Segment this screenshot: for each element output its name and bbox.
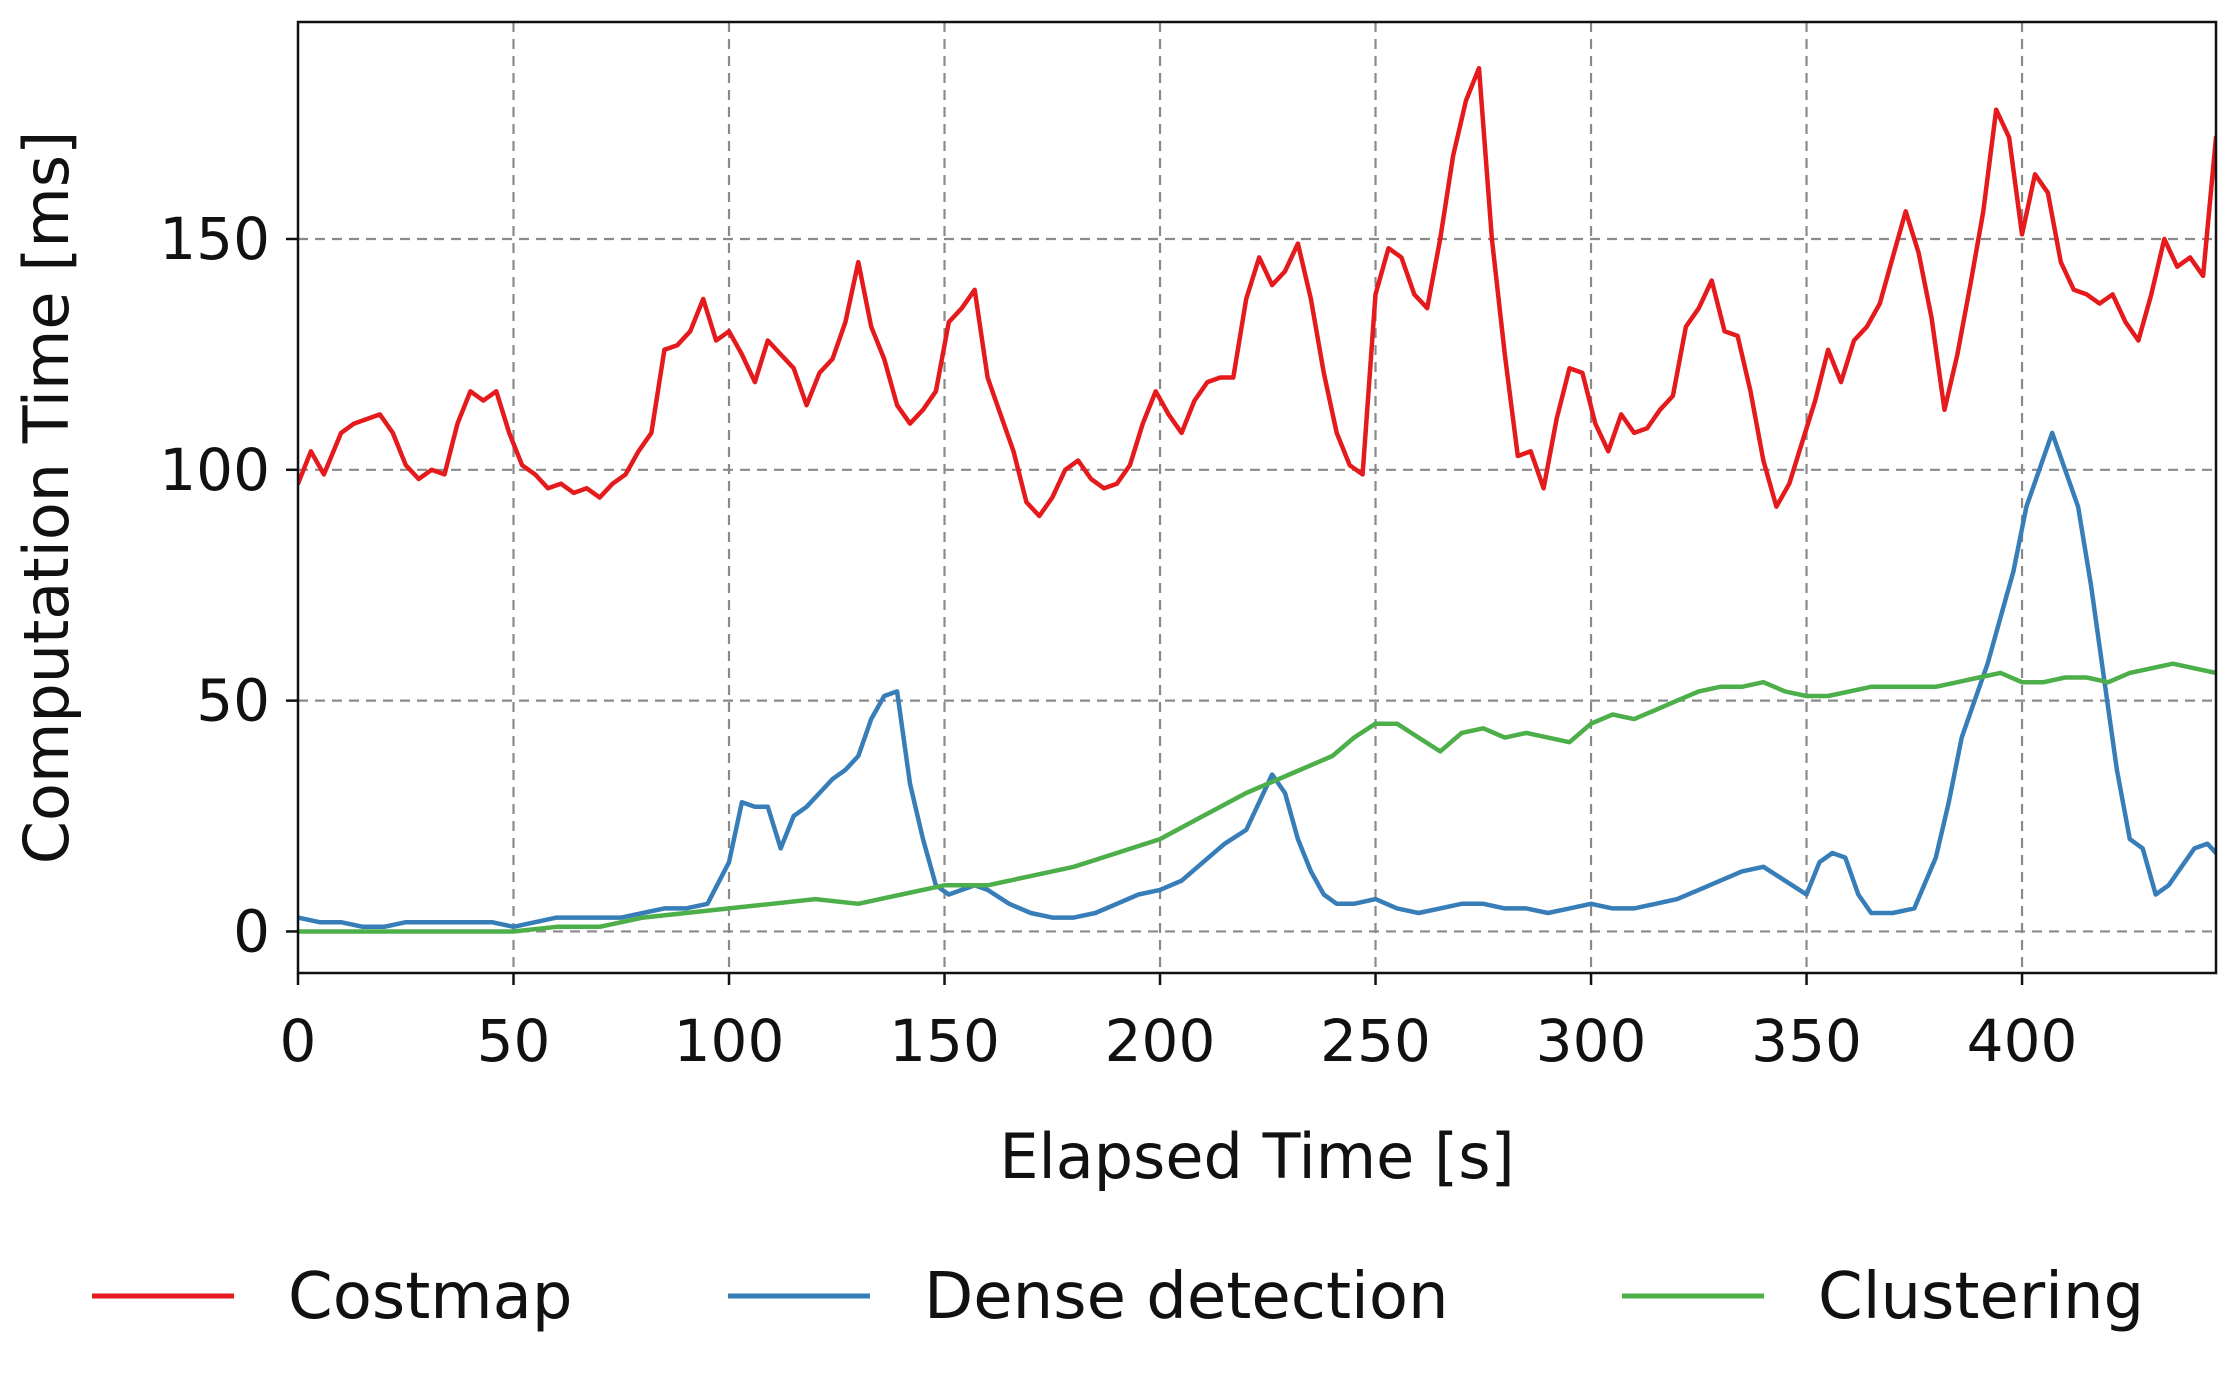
y-axis-label: Computation Time [ms] bbox=[10, 131, 83, 865]
y-tick-label: 0 bbox=[233, 897, 270, 965]
x-tick-label: 250 bbox=[1320, 1007, 1431, 1075]
x-tick-label: 150 bbox=[889, 1007, 1000, 1075]
x-tick-label: 50 bbox=[477, 1007, 551, 1075]
y-tick-label: 100 bbox=[159, 436, 270, 504]
x-tick-label: 400 bbox=[1967, 1007, 2078, 1075]
x-tick-label: 300 bbox=[1536, 1007, 1647, 1075]
series-lines bbox=[298, 65, 2216, 934]
legend-label-costmap: Costmap bbox=[288, 1260, 572, 1334]
x-axis-label: Elapsed Time [s] bbox=[999, 1120, 1514, 1193]
legend-label-dense-detection: Dense detection bbox=[924, 1260, 1449, 1334]
x-tick-label: 0 bbox=[280, 1007, 317, 1075]
axis-ticks: 0 50 100 150 200 250 300 350 400 0 50 100 150 bbox=[159, 205, 2077, 1075]
legend-label-clustering: Clustering bbox=[1818, 1260, 2144, 1334]
x-tick-label: 350 bbox=[1751, 1007, 1862, 1075]
series-line-costmap bbox=[298, 65, 2216, 519]
grid-lines bbox=[298, 22, 2216, 973]
x-tick-label: 200 bbox=[1105, 1007, 1216, 1075]
series-line-dense-detection bbox=[298, 430, 2216, 930]
y-tick-label: 50 bbox=[196, 667, 270, 735]
series-line-clustering bbox=[298, 661, 2216, 934]
plot-frame bbox=[296, 20, 2218, 975]
y-tick-label: 150 bbox=[159, 205, 270, 273]
x-tick-label: 100 bbox=[674, 1007, 785, 1075]
legend: Costmap Dense detection Clustering bbox=[92, 1260, 2144, 1334]
